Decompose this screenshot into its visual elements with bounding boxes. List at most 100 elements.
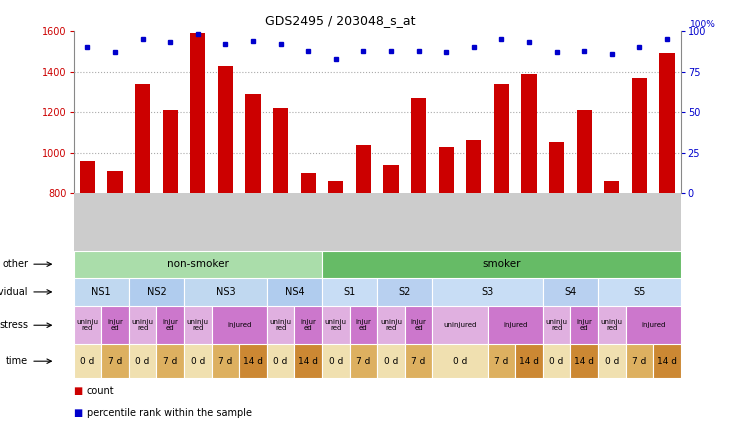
Text: 14 d: 14 d — [298, 357, 318, 366]
Bar — [184, 306, 212, 344]
Bar — [576, 110, 592, 193]
Text: 7 d: 7 d — [632, 357, 647, 366]
Text: injur
ed: injur ed — [162, 320, 178, 331]
Bar — [487, 344, 515, 378]
Bar — [654, 344, 681, 378]
Text: injur
ed: injur ed — [576, 320, 592, 331]
Bar — [355, 145, 371, 193]
Text: 7 d: 7 d — [356, 357, 371, 366]
Bar — [405, 306, 433, 344]
Text: 7 d: 7 d — [494, 357, 509, 366]
Bar — [163, 110, 178, 193]
Bar — [543, 306, 570, 344]
Bar — [190, 33, 205, 193]
Bar — [598, 306, 626, 344]
Text: 7 d: 7 d — [107, 357, 122, 366]
Text: S2: S2 — [399, 287, 411, 297]
Text: injur
ed: injur ed — [107, 320, 123, 331]
Text: 0 d: 0 d — [328, 357, 343, 366]
Bar — [239, 344, 266, 378]
Text: 0 d: 0 d — [273, 357, 288, 366]
Bar — [266, 278, 322, 306]
Bar — [212, 344, 239, 378]
Text: ■: ■ — [74, 408, 83, 418]
Text: 0 d: 0 d — [80, 357, 95, 366]
Bar — [266, 344, 294, 378]
Text: uninju
red: uninju red — [269, 320, 291, 331]
Bar — [102, 344, 129, 378]
Text: S3: S3 — [481, 287, 494, 297]
Text: injured: injured — [641, 322, 665, 328]
Bar — [107, 171, 123, 193]
Text: NS2: NS2 — [146, 287, 166, 297]
Bar — [383, 165, 399, 193]
Bar — [515, 344, 543, 378]
Text: count: count — [87, 386, 115, 396]
Bar — [129, 306, 156, 344]
Text: NS1: NS1 — [91, 287, 111, 297]
Bar — [212, 306, 266, 344]
Text: percentile rank within the sample: percentile rank within the sample — [87, 408, 252, 418]
Bar — [626, 306, 681, 344]
Bar — [604, 181, 620, 193]
Bar — [74, 278, 129, 306]
Bar — [294, 306, 322, 344]
Bar — [350, 306, 378, 344]
Text: other: other — [2, 259, 28, 269]
Bar — [487, 306, 543, 344]
Text: time: time — [6, 356, 28, 366]
Text: S4: S4 — [565, 287, 576, 297]
Text: uninjured: uninjured — [443, 322, 477, 328]
Bar — [156, 344, 184, 378]
Bar — [432, 278, 542, 306]
Bar — [378, 306, 405, 344]
Text: GDS2495 / 203048_s_at: GDS2495 / 203048_s_at — [265, 14, 416, 27]
Text: 7 d: 7 d — [163, 357, 177, 366]
Bar — [74, 251, 322, 278]
Bar — [300, 173, 316, 193]
Bar — [294, 344, 322, 378]
Bar — [432, 344, 487, 378]
Text: stress: stress — [0, 320, 28, 330]
Bar — [184, 344, 212, 378]
Text: ■: ■ — [74, 386, 83, 396]
Text: injur
ed: injur ed — [355, 320, 372, 331]
Text: individual: individual — [0, 287, 28, 297]
Text: uninju
red: uninju red — [187, 320, 209, 331]
Bar — [266, 306, 294, 344]
Bar — [245, 94, 261, 193]
Bar — [129, 344, 156, 378]
Bar — [322, 344, 350, 378]
Bar — [521, 74, 537, 193]
Text: injur
ed: injur ed — [411, 320, 427, 331]
Text: 0 d: 0 d — [135, 357, 150, 366]
Bar — [184, 278, 266, 306]
Bar — [322, 251, 681, 278]
Bar — [626, 344, 654, 378]
Text: uninju
red: uninju red — [77, 320, 99, 331]
Bar — [411, 98, 426, 193]
Text: 14 d: 14 d — [243, 357, 263, 366]
Text: 14 d: 14 d — [574, 357, 594, 366]
Text: non-smoker: non-smoker — [167, 259, 229, 269]
Bar — [570, 344, 598, 378]
Text: uninju
red: uninju red — [325, 320, 347, 331]
Bar — [439, 147, 454, 193]
Bar — [543, 344, 570, 378]
Text: 14 d: 14 d — [519, 357, 539, 366]
Bar — [79, 161, 95, 193]
Bar — [156, 306, 184, 344]
Text: uninju
red: uninju red — [380, 320, 402, 331]
Bar — [102, 306, 129, 344]
Bar — [598, 344, 626, 378]
Text: smoker: smoker — [482, 259, 520, 269]
Text: 0 d: 0 d — [191, 357, 205, 366]
Text: NS4: NS4 — [285, 287, 304, 297]
Bar — [74, 306, 102, 344]
Text: NS3: NS3 — [216, 287, 236, 297]
Bar — [494, 84, 509, 193]
Text: injur
ed: injur ed — [300, 320, 316, 331]
Bar — [659, 53, 675, 193]
Bar — [378, 278, 433, 306]
Text: S1: S1 — [344, 287, 355, 297]
